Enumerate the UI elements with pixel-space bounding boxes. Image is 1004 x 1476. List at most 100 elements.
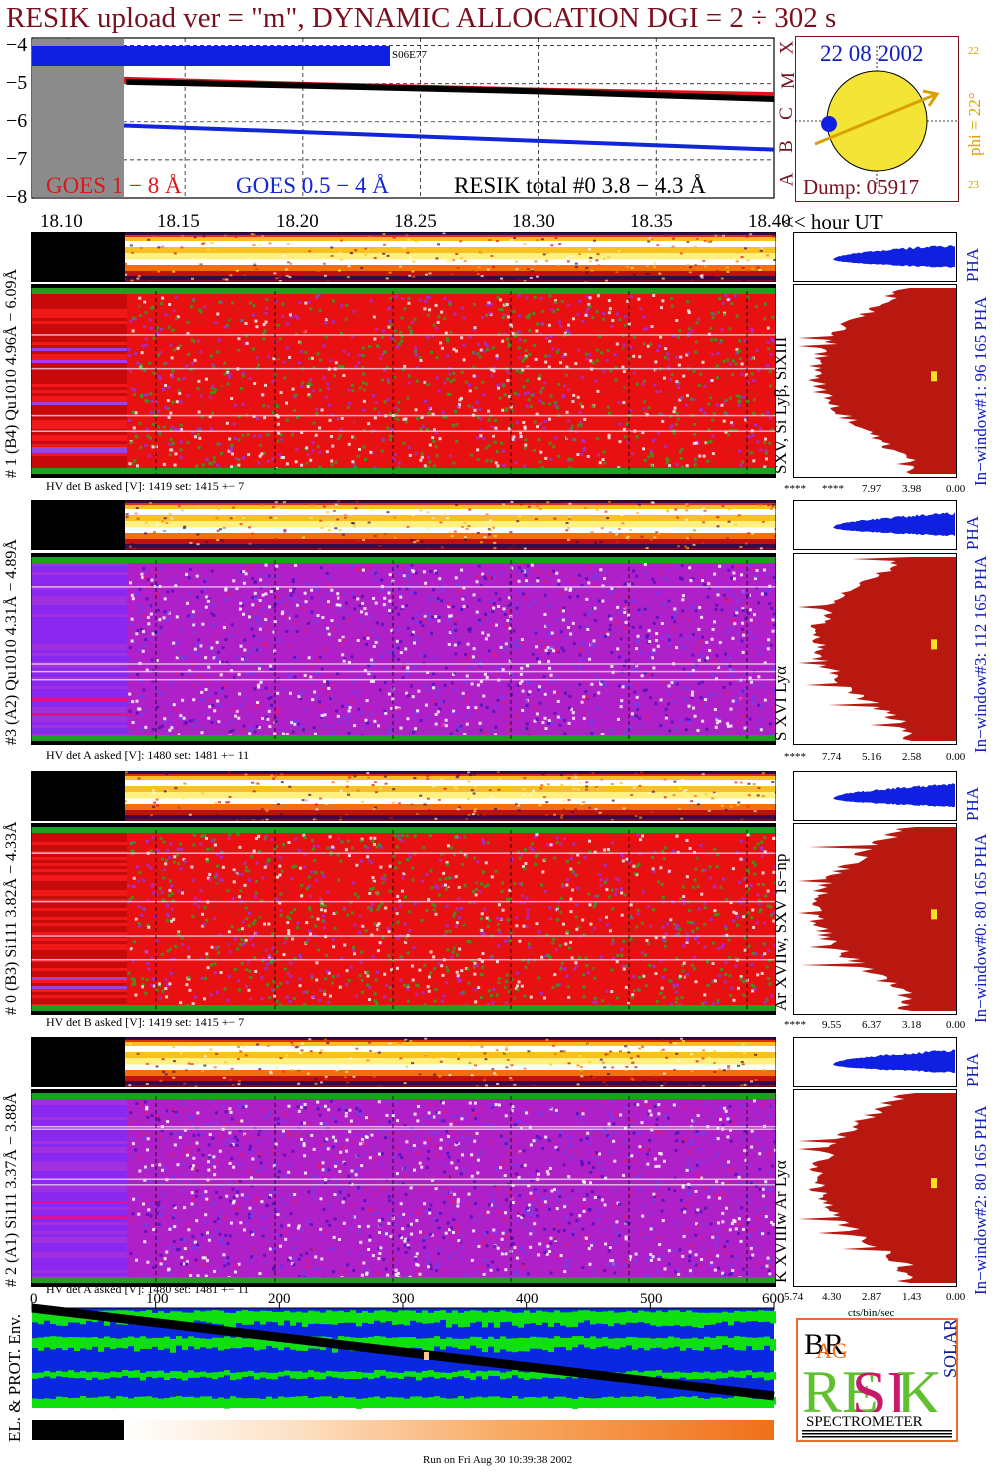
detector-0-scale-3: 3.98 (902, 483, 922, 495)
detector-1-window: In−window#3: 112 165 PHA (971, 555, 990, 753)
detector-1-lines: S XVI Lyα (771, 665, 790, 741)
detector-0-scale-0: **** (784, 483, 806, 495)
env-tick-0: 0 (30, 1291, 38, 1307)
env-trend-line (31, 1303, 775, 1401)
time-tick-5: 18.35 (630, 211, 673, 232)
detector-3-scale-4: 0.00 (946, 1291, 966, 1303)
sun-date: 22 08 2002 (820, 41, 924, 66)
goes-class-letter-2: C (775, 107, 797, 120)
time-tick-3: 18.25 (394, 211, 437, 232)
detector-1-scale-2: 5.16 (862, 751, 882, 763)
detector-0-lightcurve-strip (31, 232, 776, 282)
goes-y-label-1: −5 (6, 71, 28, 94)
goes-y-label-2: −6 (6, 109, 28, 132)
goes-y-label-3: −7 (6, 147, 28, 170)
detector-2-spectrum (793, 823, 957, 1015)
detector-3-pha (793, 1037, 957, 1087)
goes-plot (31, 37, 775, 199)
detector-2-scale-2: 6.37 (862, 1019, 882, 1031)
detector-0-scale-2: 7.97 (862, 483, 882, 495)
env-tick-3: 300 (392, 1291, 415, 1307)
detector-0-window: In−window#1: 96 165 PHA (971, 296, 990, 486)
flare-location-bar (32, 46, 390, 66)
spectrum-unit: cts/bin/sec (848, 1307, 895, 1319)
phi-tick-top: 22 (968, 45, 979, 57)
detector-1-lightcurve-strip (31, 500, 776, 550)
goes-legend-total: RESIK total #0 3.8 − 4.3 Å (454, 173, 706, 198)
detector-2-scale-4: 0.00 (946, 1019, 966, 1031)
detector-3-label: # 2 (A1) Si111 3.37Å − 3.88Å (3, 1092, 20, 1288)
goes-y-label-0: −4 (6, 33, 28, 56)
env-tick-5: 500 (640, 1291, 663, 1307)
detector-3-spectrum (793, 1089, 957, 1287)
detector-2-scale-0: **** (784, 1019, 806, 1031)
detector-1-hv: HV det A asked [V]: 1480 set: 1481 +− 11 (46, 748, 250, 762)
detector-1-pha (793, 500, 957, 550)
detector-3-spectrogram (31, 1089, 776, 1287)
detector-2-lines: Ar XVIIw, SXV 1s−np (771, 853, 790, 1011)
detector-1-scale-3: 2.58 (902, 751, 922, 763)
detector-2-spectrogram (31, 823, 776, 1015)
detector-3-scale-3: 1.43 (902, 1291, 922, 1303)
goes-class-letter-3: B (775, 140, 797, 153)
time-axis-unit: << hour UT (782, 210, 883, 234)
detector-3-lines: K XVIIIw Ar Lyα (771, 1160, 790, 1283)
detector-1-pha-label: PHA (963, 515, 982, 550)
detector-2-label: # 0 (B3) Si111 3.82Å − 4.33Å (3, 821, 20, 1015)
detector-1-scale-1: 7.74 (822, 751, 842, 763)
logo-letter-2: AG (816, 1338, 848, 1363)
env-tick-1: 100 (146, 1291, 169, 1307)
detector-1-spectrogram (31, 553, 776, 745)
detector-2-pha-label: PHA (963, 786, 982, 821)
detector-2-scale-3: 3.18 (902, 1019, 922, 1031)
time-tick-0: 18.10 (40, 211, 83, 232)
logo-bottom: SPECTROMETER (806, 1414, 923, 1430)
detector-3-lightcurve-strip (31, 1037, 776, 1087)
detector-0-pha (793, 232, 957, 282)
logo-fineprint (802, 1430, 952, 1438)
detector-1-label: #3 (A2) Qu1010 4.31Å − 4.89Å (3, 539, 20, 745)
detector-0-hv: HV det B asked [V]: 1419 set: 1415 +− 7 (46, 479, 245, 493)
goes-y-label-4: −8 (6, 186, 28, 208)
detector-3-scale-1: 4.30 (822, 1291, 842, 1303)
detector-2-window: In−window#0: 80 165 PHA (971, 833, 990, 1023)
time-tick-4: 18.30 (512, 211, 555, 232)
env-tick-6: 600 (762, 1291, 785, 1307)
time-tick-6: 18.40 (748, 211, 791, 232)
logo-graphic: BR AG RE SI K SOLAR SPECTROMETER (802, 1319, 960, 1438)
detector-2-scale-1: 9.55 (822, 1019, 842, 1031)
detector-0-lines: SXV, Si Lyβ, SiXIII (771, 336, 790, 474)
sun-dump: Dump: 05917 (803, 175, 920, 199)
page-title: RESIK upload ver = "m", DYNAMIC ALLOCATI… (6, 2, 837, 34)
detector-2-hv: HV det B asked [V]: 1419 set: 1415 +− 7 (46, 1015, 245, 1029)
detector-2-pha (793, 771, 957, 821)
flare-position-marker (821, 116, 837, 132)
detector-0-spectrum (793, 284, 957, 478)
goes-annotation: S06E77 (392, 49, 427, 61)
env-tick-2: 200 (268, 1291, 291, 1307)
env-plot (31, 1302, 776, 1440)
goes-series-2 (126, 78, 775, 102)
phi-label: phi = 22° (965, 92, 984, 156)
goes-grid (32, 38, 775, 199)
sun-disk-plot (795, 46, 959, 186)
time-tick-2: 18.20 (276, 211, 319, 232)
phi-tick-bottom: 23 (968, 179, 979, 191)
env-tick-4: 400 (516, 1291, 539, 1307)
detector-2-lightcurve-strip (31, 771, 776, 821)
detector-1-spectrum (793, 553, 957, 745)
detector-0-pha-label: PHA (963, 247, 982, 282)
detector-3-scale-2: 2.87 (862, 1291, 882, 1303)
goes-class-letter-4: A (776, 172, 798, 187)
footer-runtime: Run on Fri Aug 30 10:39:38 2002 (423, 1454, 573, 1466)
goes-class-letter-0: X (776, 40, 798, 55)
detector-1-scale-4: 0.00 (946, 751, 966, 763)
detector-0-scale-4: 0.00 (946, 483, 966, 495)
detector-0-spectrogram (31, 284, 776, 478)
env-bands (32, 1310, 776, 1409)
detector-3-hv: HV det A asked [V]: 1480 set: 1481 +− 11 (46, 1282, 250, 1296)
detector-0-label: # 1 (B4) Qu1010 4.96Å − 6.09Å (3, 268, 20, 478)
logo-letter-6: SOLAR (940, 1320, 956, 1378)
env-axis (31, 1302, 775, 1310)
detector-3-window: In−window#2: 80 165 PHA (971, 1105, 990, 1295)
